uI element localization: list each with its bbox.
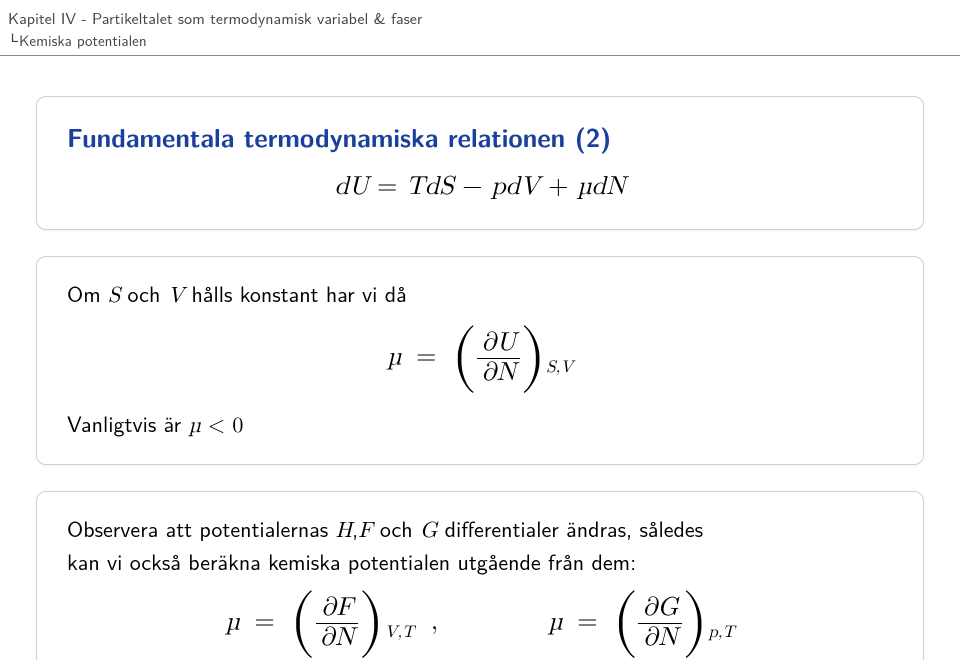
slide-content: Fundamentala termodynamiska relationen (… (0, 56, 960, 660)
txt: Vanligtvis är (67, 407, 188, 439)
slide-chapter-header: Kapitel IV - Partikeltalet som termodyna… (0, 0, 960, 29)
mu-g-expr: µ = (∂G∂N)p,T (548, 595, 735, 653)
comma: , (423, 609, 438, 635)
txt: Om (67, 277, 108, 309)
mu: µ (188, 415, 200, 437)
block-fundamental-relation: Fundamentala termodynamiska relationen (… (36, 96, 924, 230)
eq: = (571, 609, 603, 635)
var-s: S (108, 285, 120, 307)
du: ∂U (481, 330, 516, 356)
txt: Observera att potentialernas (67, 512, 336, 544)
txt: och (120, 277, 167, 309)
txt: kan vi också beräkna kemiska potentialen… (67, 545, 636, 577)
var-h: H (336, 520, 353, 542)
sub-pt: p,T (708, 624, 734, 641)
dn: ∂N (320, 625, 355, 651)
txt: differentialer ändras, således (437, 512, 703, 544)
equation-mu-u: µ = (∂U∂N)S,V (67, 330, 893, 388)
var-f: F (358, 520, 372, 542)
block-other-potentials: Observera att potentialernas H, F och G d… (36, 491, 924, 660)
dg: ∂G (642, 595, 678, 621)
var-g: G (420, 520, 437, 542)
nest-icon: └ (7, 34, 18, 51)
mu: µ (548, 609, 562, 635)
block2-intro: Om S och V hålls konstant har vi då (67, 279, 893, 312)
dn: ∂N (643, 625, 678, 651)
slide-section-header: └Kemiska potentialen (0, 29, 960, 51)
dn: ∂N (481, 360, 516, 386)
block3-text: Observera att potentialernas H,F och G d… (67, 514, 893, 576)
eq: = (410, 344, 442, 370)
var-v: V (168, 285, 185, 307)
txt: och (373, 512, 420, 544)
chapter-title: Kapitel IV - Partikeltalet som termodyna… (8, 6, 422, 29)
sub-sv: S,V (546, 359, 573, 376)
lt0: < 0 (201, 415, 244, 437)
block2-last: Vanligtvis är µ < 0 (67, 409, 893, 442)
block-constant-sv: Om S och V hålls konstant har vi då µ = … (36, 256, 924, 465)
eq: = (248, 609, 280, 635)
block-title: Fundamentala termodynamiska relationen (… (67, 119, 893, 154)
mu: µ (225, 609, 239, 635)
mu: µ (387, 344, 401, 370)
sub-vt: V,T (385, 624, 415, 641)
equation-mu-fg: µ = (∂F∂N)V,T , µ = (∂G∂N)p,T (67, 595, 893, 653)
section-title: Kemiska potentialen (19, 29, 147, 51)
mu-f-expr: µ = (∂F∂N)V,T , (225, 595, 438, 653)
txt: hålls konstant har vi då (184, 277, 407, 309)
df: ∂F (321, 595, 353, 621)
equation-du: dU = TdS − pdV + µdN (67, 170, 893, 205)
